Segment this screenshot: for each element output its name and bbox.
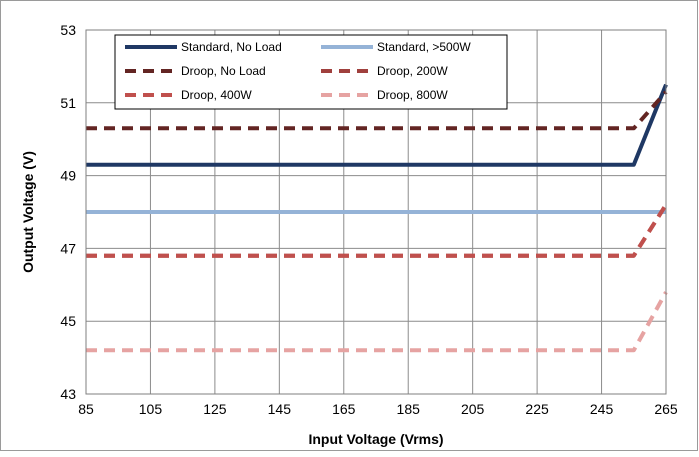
x-tick-label: 105: [139, 401, 163, 417]
legend-label: Droop, 800W: [377, 88, 448, 102]
legend-label: Droop, 200W: [377, 64, 448, 78]
y-tick-label: 51: [60, 95, 76, 111]
y-tick-label: 53: [60, 22, 76, 38]
x-tick-label: 245: [590, 401, 614, 417]
legend-box: [114, 34, 508, 110]
x-tick-label: 125: [203, 401, 227, 417]
legend-label: Droop, 400W: [181, 88, 252, 102]
tick-labels: 85 105 125 145 165 185 205 225 245 265 43 45 47 49 51 5…: [60, 22, 677, 417]
y-tick-label: 45: [60, 313, 76, 329]
legend-label: Standard, >500W: [377, 40, 471, 54]
x-tick-label: 265: [654, 401, 678, 417]
x-tick-label: 145: [268, 401, 292, 417]
y-tick-label: 49: [60, 168, 76, 184]
x-tick-label: 85: [78, 401, 94, 417]
legend-label: Droop, No Load: [181, 64, 266, 78]
series-lines: [86, 83, 668, 353]
legend: Standard, No Load Standard, >500W Droop, N…: [114, 34, 508, 110]
y-tick-label: 43: [60, 386, 76, 402]
x-tick-label: 185: [397, 401, 421, 417]
x-tick-label: 205: [461, 401, 485, 417]
series-line-5: [86, 203, 668, 258]
y-axis-title: Output Voltage (V): [20, 151, 36, 273]
x-tick-label: 225: [525, 401, 549, 417]
x-tick-label: 165: [332, 401, 356, 417]
legend-label: Standard, No Load: [181, 40, 282, 54]
series-line-6: [86, 291, 668, 353]
series-line-1: [86, 83, 668, 167]
series-line-3: [86, 90, 668, 131]
x-axis-title: Input Voltage (Vrms): [308, 431, 443, 447]
plot-area-border: [85, 29, 667, 395]
y-tick-label: 47: [60, 240, 76, 256]
